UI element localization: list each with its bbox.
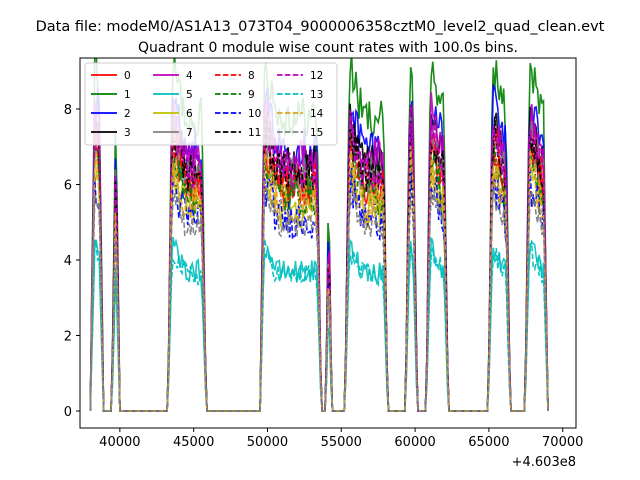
x-offset-label: +4.603e8 — [512, 455, 576, 470]
x-tick-label: 55000 — [321, 435, 362, 450]
y-tick-label: 6 — [64, 178, 72, 193]
plot-frame — [79, 57, 577, 429]
figure-suptitle: Data file: modeM0/AS1A13_073T04_90000063… — [36, 19, 605, 35]
legend-label: 0 — [124, 70, 131, 82]
y-tick-label: 2 — [64, 330, 72, 345]
y-tick-label: 4 — [64, 254, 72, 269]
legend-box — [84, 62, 338, 146]
series-layer — [89, 58, 549, 412]
legend-label: 2 — [124, 108, 131, 120]
x-tick-label: 60000 — [394, 435, 435, 450]
legend-label: 1 — [124, 89, 131, 101]
legend-label: 14 — [310, 108, 324, 120]
legend-label: 12 — [310, 70, 323, 82]
legend-label: 3 — [124, 127, 131, 139]
series-line-15 — [89, 183, 549, 412]
x-tick-label: 65000 — [468, 435, 509, 450]
legend-label: 6 — [186, 108, 193, 120]
legend-label: 8 — [248, 70, 255, 82]
x-tick-label: 40000 — [99, 435, 140, 450]
x-tick-label: 50000 — [247, 435, 288, 450]
legend-label: 5 — [186, 89, 193, 101]
y-tick-label: 8 — [64, 103, 72, 118]
legend-label: 15 — [310, 127, 323, 139]
legend-label: 11 — [248, 127, 261, 139]
legend-label: 4 — [186, 70, 193, 82]
legend-label: 7 — [186, 127, 193, 139]
x-axis: 40000 45000 50000 55000 60000 65000 70000 — [99, 428, 583, 450]
chart-title: Quadrant 0 module wise count rates with … — [138, 40, 518, 56]
y-axis: 0 2 4 6 8 — [64, 103, 80, 420]
legend-label: 9 — [248, 89, 255, 101]
y-tick-label: 0 — [64, 405, 72, 420]
legend-label: 10 — [248, 108, 261, 120]
x-tick-label: 70000 — [542, 435, 583, 450]
x-tick-label: 45000 — [173, 435, 214, 450]
legend-label: 13 — [310, 89, 323, 101]
